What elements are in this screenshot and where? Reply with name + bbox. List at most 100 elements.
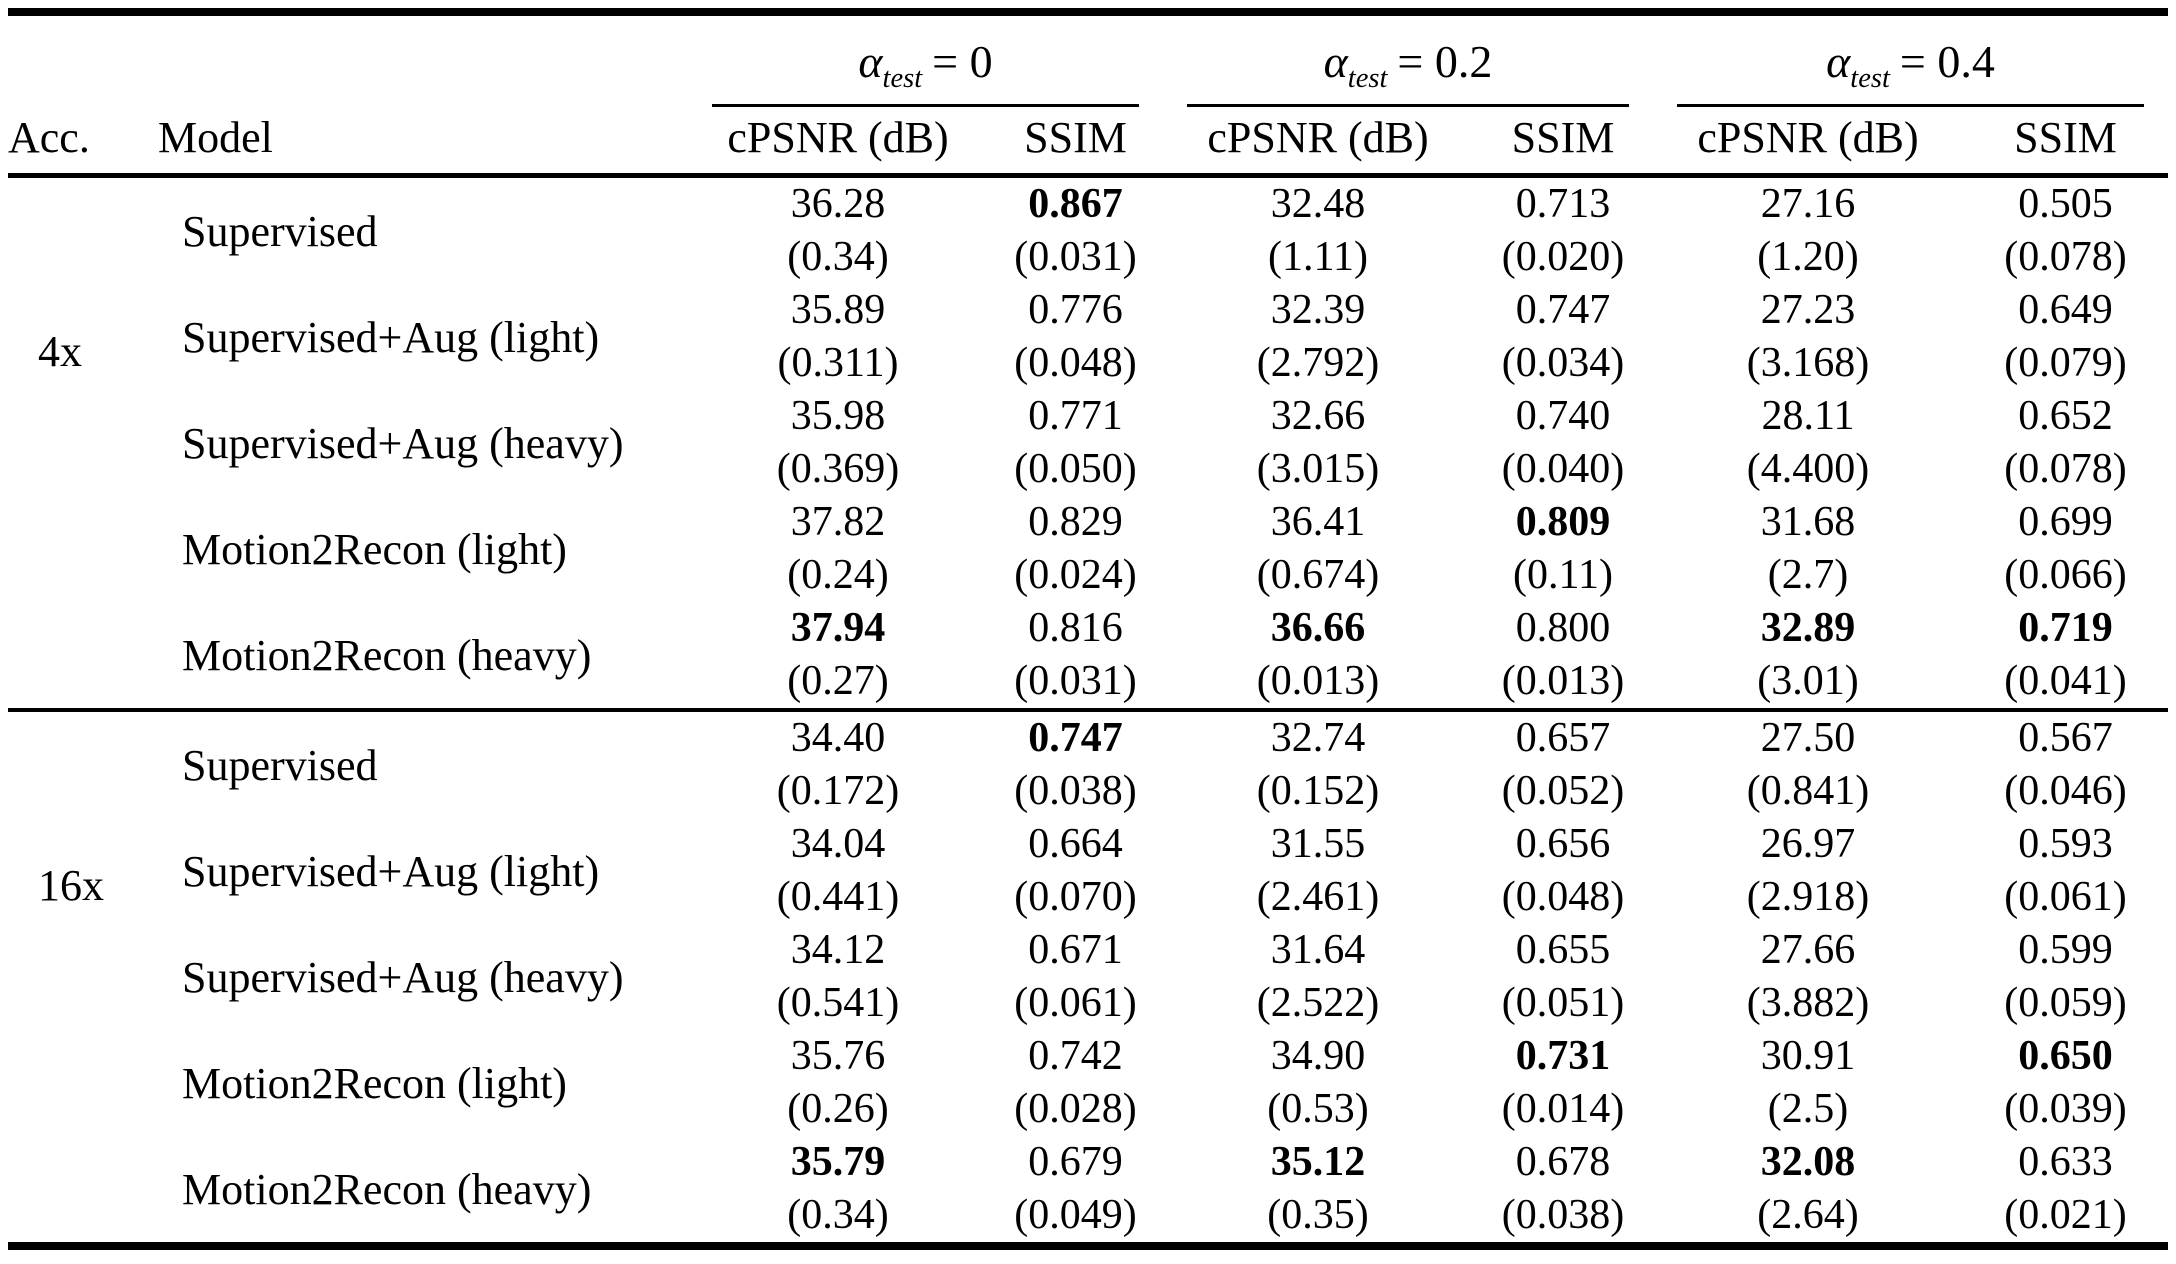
metric-cell: 0.816 (0.031)	[988, 602, 1163, 710]
metric-cell: 0.664 (0.070)	[988, 818, 1163, 924]
table-row: Motion2Recon (heavy) 35.79 (0.34) 0.679 (0.0…	[8, 1136, 2168, 1246]
metric-std: (0.841)	[1746, 768, 1870, 814]
model-name: Supervised+Aug (light)	[182, 846, 600, 896]
metric-cell: 0.713 (0.020)	[1473, 176, 1653, 285]
metric-std: (0.046)	[2004, 768, 2127, 814]
metric-cell: 28.11 (4.400)	[1653, 390, 1963, 496]
metric-cell: 35.89 (0.311)	[688, 284, 988, 390]
alpha-subscript: test	[1850, 63, 1890, 95]
metric-std: (0.013)	[1501, 658, 1625, 704]
metric-cell: 0.771 (0.050)	[988, 390, 1163, 496]
metric-cell: 35.98 (0.369)	[688, 390, 988, 496]
metric-cell: 34.90 (0.53)	[1163, 1030, 1473, 1136]
alpha-symbol: α	[1826, 36, 1851, 87]
metric-cell: 27.23 (3.168)	[1653, 284, 1963, 390]
alpha-label-0: αtest = 0	[688, 16, 1163, 104]
metric-value: 0.747	[1028, 715, 1123, 761]
metric-value: 32.74	[1270, 715, 1366, 761]
acc-column-header: Acc.	[8, 107, 158, 178]
metric-cell: 26.97 (2.918)	[1653, 818, 1963, 924]
metric-value: 36.28	[790, 181, 886, 227]
cpsnr-column-header: cPSNR (dB)	[1653, 107, 1963, 178]
alpha-group-1: αtest = 0.2	[1163, 12, 1653, 107]
metric-value: 0.652	[2018, 393, 2113, 439]
metric-cell: 34.04 (0.441)	[688, 818, 988, 924]
metric-cell: 36.66 (0.013)	[1163, 602, 1473, 710]
metric-value: 0.650	[2018, 1033, 2113, 1079]
table-row: Supervised+Aug (light) 34.04 (0.441) 0.664 (…	[8, 818, 2168, 924]
metric-cell: 37.82 (0.24)	[688, 496, 988, 602]
metric-value: 37.82	[790, 499, 886, 545]
metric-value: 27.16	[1760, 181, 1856, 227]
model-name: Supervised+Aug (heavy)	[182, 952, 624, 1002]
metric-std: (0.061)	[1014, 980, 1137, 1026]
metric-value: 0.816	[1028, 605, 1123, 651]
metric-value: 35.79	[790, 1139, 886, 1185]
metric-value: 32.48	[1270, 181, 1366, 227]
metric-std: (0.038)	[1014, 768, 1137, 814]
metric-std: (0.070)	[1014, 874, 1137, 920]
metric-std: (3.882)	[1746, 980, 1870, 1026]
metric-value: 30.91	[1760, 1033, 1856, 1079]
metric-std: (0.038)	[1501, 1192, 1625, 1238]
metric-cell: 0.657 (0.052)	[1473, 708, 1653, 818]
metric-value: 0.740	[1515, 393, 1611, 439]
alpha-label-2: αtest = 0.4	[1653, 16, 2168, 104]
metric-cell: 35.79 (0.34)	[688, 1136, 988, 1246]
table-row: Supervised+Aug (light) 35.89 (0.311) 0.776 (…	[8, 284, 2168, 390]
metric-std: (0.040)	[1501, 446, 1625, 492]
metric-cell: 0.633 (0.021)	[1963, 1136, 2168, 1246]
metric-cell: 27.16 (1.20)	[1653, 176, 1963, 285]
metric-std: (0.11)	[1513, 552, 1613, 598]
metric-cell: 0.809 (0.11)	[1473, 496, 1653, 602]
metric-value: 34.04	[790, 821, 886, 867]
metric-value: 0.664	[1028, 821, 1123, 867]
metric-value: 0.699	[2018, 499, 2113, 545]
metric-value: 31.68	[1760, 499, 1856, 545]
model-name: Supervised+Aug (light)	[182, 312, 600, 362]
metric-cell: 35.76 (0.26)	[688, 1030, 988, 1136]
metric-cell: 0.719 (0.041)	[1963, 602, 2168, 710]
alpha-symbol: α	[1323, 36, 1348, 87]
column-header-row: Acc. Model cPSNR (dB) SSIM cPSNR (dB) SS…	[8, 107, 2168, 178]
metric-value: 0.867	[1028, 181, 1123, 227]
metric-std: (2.522)	[1256, 980, 1380, 1026]
metric-value: 35.98	[790, 393, 886, 439]
results-table: αtest = 0 αtest = 0.2 αtest = 0.4 Acc. Mode…	[8, 8, 2168, 1250]
model-name: Motion2Recon (heavy)	[182, 1164, 592, 1214]
metric-std: (0.27)	[787, 658, 889, 704]
table-body: 4x Supervised 36.28 (0.34) 0.867 (0.031) 32.48…	[8, 176, 2168, 1246]
cmidrule	[712, 104, 1139, 107]
metric-value: 0.567	[2018, 715, 2113, 761]
alpha-equals: = 0	[932, 36, 993, 87]
metric-cell: 34.12 (0.541)	[688, 924, 988, 1030]
metric-std: (0.26)	[787, 1086, 889, 1132]
metric-cell: 31.68 (2.7)	[1653, 496, 1963, 602]
metric-std: (0.014)	[1501, 1086, 1625, 1132]
metric-cell: 31.55 (2.461)	[1163, 818, 1473, 924]
alpha-subscript: test	[882, 63, 923, 95]
metric-cell: 0.699 (0.066)	[1963, 496, 2168, 602]
metric-std: (0.050)	[1014, 446, 1137, 492]
metric-value: 0.829	[1028, 499, 1123, 545]
metric-value: 35.89	[790, 287, 886, 333]
metric-value: 0.713	[1515, 181, 1611, 227]
metric-cell: 0.567 (0.046)	[1963, 708, 2168, 818]
acceleration-label: 16x	[8, 708, 158, 1246]
metric-std: (0.441)	[776, 874, 900, 920]
metric-std: (0.152)	[1256, 768, 1380, 814]
metric-cell: 0.678 (0.038)	[1473, 1136, 1653, 1246]
metric-std: (2.7)	[1767, 552, 1849, 598]
metric-cell: 0.747 (0.038)	[988, 708, 1163, 818]
model-name: Motion2Recon (light)	[182, 524, 567, 574]
metric-value: 0.671	[1028, 927, 1123, 973]
metric-std: (2.64)	[1757, 1192, 1859, 1238]
metric-cell: 0.655 (0.051)	[1473, 924, 1653, 1030]
ssim-column-header: SSIM	[1963, 107, 2168, 178]
table-row: 4x Supervised 36.28 (0.34) 0.867 (0.031) 32.48…	[8, 176, 2168, 376]
metric-value: 27.50	[1760, 715, 1856, 761]
metric-cell: 0.593 (0.061)	[1963, 818, 2168, 924]
metric-std: (0.059)	[2004, 980, 2127, 1026]
metric-std: (3.168)	[1746, 340, 1870, 386]
metric-value: 0.505	[2018, 181, 2113, 227]
